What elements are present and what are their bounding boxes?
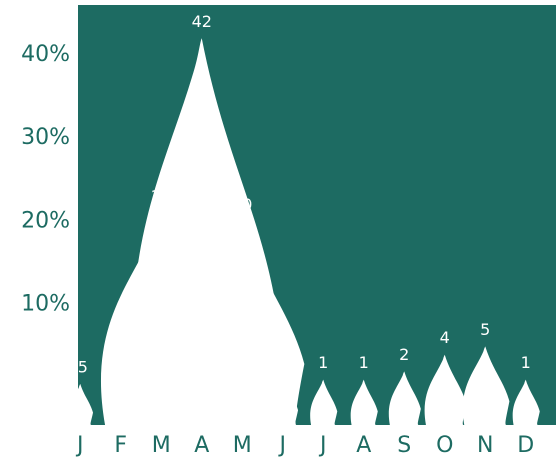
- x-tick-label: J: [75, 433, 84, 458]
- value-label: 2: [399, 345, 409, 364]
- y-tick-label: 10%: [21, 292, 70, 317]
- y-tick-label: 20%: [21, 208, 70, 233]
- value-label: 5: [480, 320, 490, 339]
- value-label: 1.5: [270, 349, 295, 368]
- x-tick-label: S: [397, 433, 411, 458]
- value-label: 1: [359, 353, 369, 372]
- x-tick-label: N: [477, 433, 493, 458]
- flame: [310, 379, 338, 425]
- x-tick-label: J: [318, 433, 327, 458]
- x-tick-label: A: [356, 433, 371, 458]
- flame: [512, 379, 540, 425]
- value-label: 4: [440, 328, 450, 347]
- x-tick-label: F: [114, 433, 127, 458]
- y-tick-label: 40%: [21, 42, 70, 67]
- value-label: 1: [318, 353, 328, 372]
- flame: [350, 379, 378, 425]
- x-tick-label: M: [233, 433, 252, 458]
- x-tick-label: J: [278, 433, 287, 458]
- value-label: 20: [232, 195, 252, 214]
- flame: [424, 354, 467, 425]
- flame: [388, 371, 421, 425]
- value-label: 42: [192, 12, 212, 31]
- x-tick-label: D: [517, 433, 534, 458]
- flame: [184, 221, 305, 425]
- x-tick-label: A: [194, 433, 209, 458]
- x-tick-label: M: [152, 433, 171, 458]
- x-tick-label: O: [436, 433, 453, 458]
- flame: [462, 346, 510, 425]
- y-tick-label: 30%: [21, 125, 70, 150]
- flame: [268, 375, 299, 425]
- value-label: 1: [521, 353, 531, 372]
- value-label: .5: [73, 357, 88, 376]
- flame: [68, 383, 94, 425]
